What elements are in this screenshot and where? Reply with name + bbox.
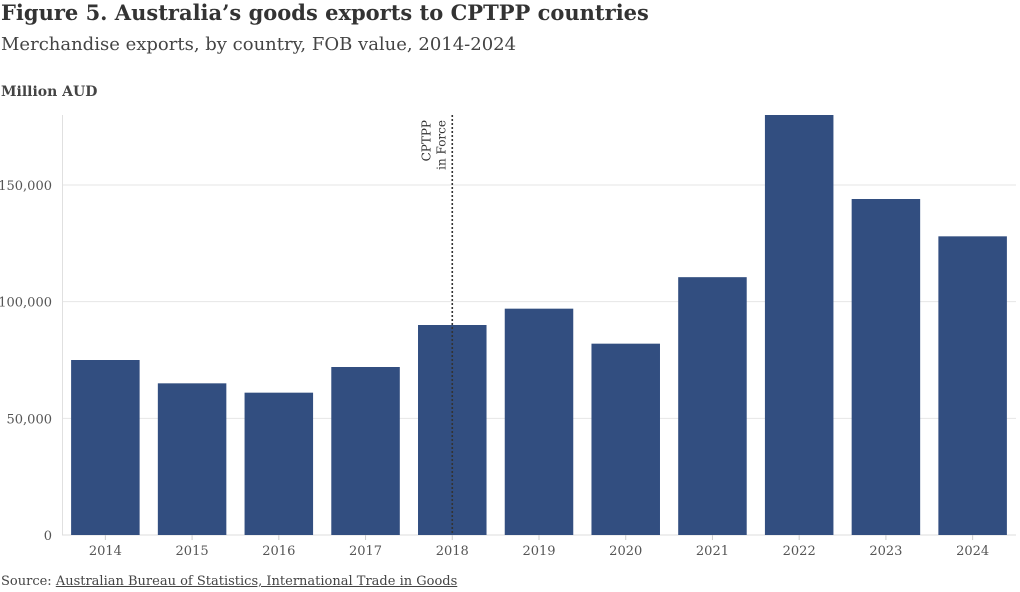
annotation-label-line: CPTPP [419,120,433,161]
x-tick-label: 2024 [956,544,989,559]
bar-2016[interactable] [244,392,314,535]
x-tick-label: 2020 [609,544,642,559]
y-tick-label: 50,000 [7,412,53,427]
source-prefix: Source: [1,574,56,589]
x-tick-label: 2014 [89,544,122,559]
x-tick-label: 2017 [349,544,382,559]
bar-2020[interactable] [591,343,660,535]
x-tick-label: 2018 [436,544,469,559]
y-tick-label: 0 [44,529,52,544]
x-tick-label: 2021 [696,544,729,559]
bar-2023[interactable] [851,199,921,535]
bar-chart: 0 50,000 100,000 150,000 2014 2015 2016 2017 201… [0,115,1016,559]
bar-2014[interactable] [71,360,140,535]
x-tick-label: 2016 [262,544,295,559]
bar-2022[interactable] [764,115,834,535]
y-axis-label: Million AUD [1,84,98,100]
bar-2019[interactable] [504,308,574,535]
y-tick-label: 100,000 [0,296,52,311]
source-link[interactable]: Australian Bureau of Statistics, Interna… [55,574,458,589]
y-tick-label: 150,000 [0,179,52,194]
x-tick-label: 2015 [176,544,209,559]
bar-2024[interactable] [938,236,1007,536]
chart-subtitle: Merchandise exports, by country, FOB val… [1,34,517,55]
x-tick-label: 2023 [869,544,902,559]
annotation-label-line: in Force [434,120,448,170]
x-tick-label: 2022 [783,544,816,559]
x-tick-label: 2019 [522,544,555,559]
bar-2017[interactable] [331,367,400,535]
bar-2021[interactable] [678,277,747,535]
source-note: Source: Australian Bureau of Statistics,… [1,574,457,589]
bar-2015[interactable] [157,383,227,535]
chart-title: Figure 5. Australia’s goods exports to C… [1,0,649,25]
